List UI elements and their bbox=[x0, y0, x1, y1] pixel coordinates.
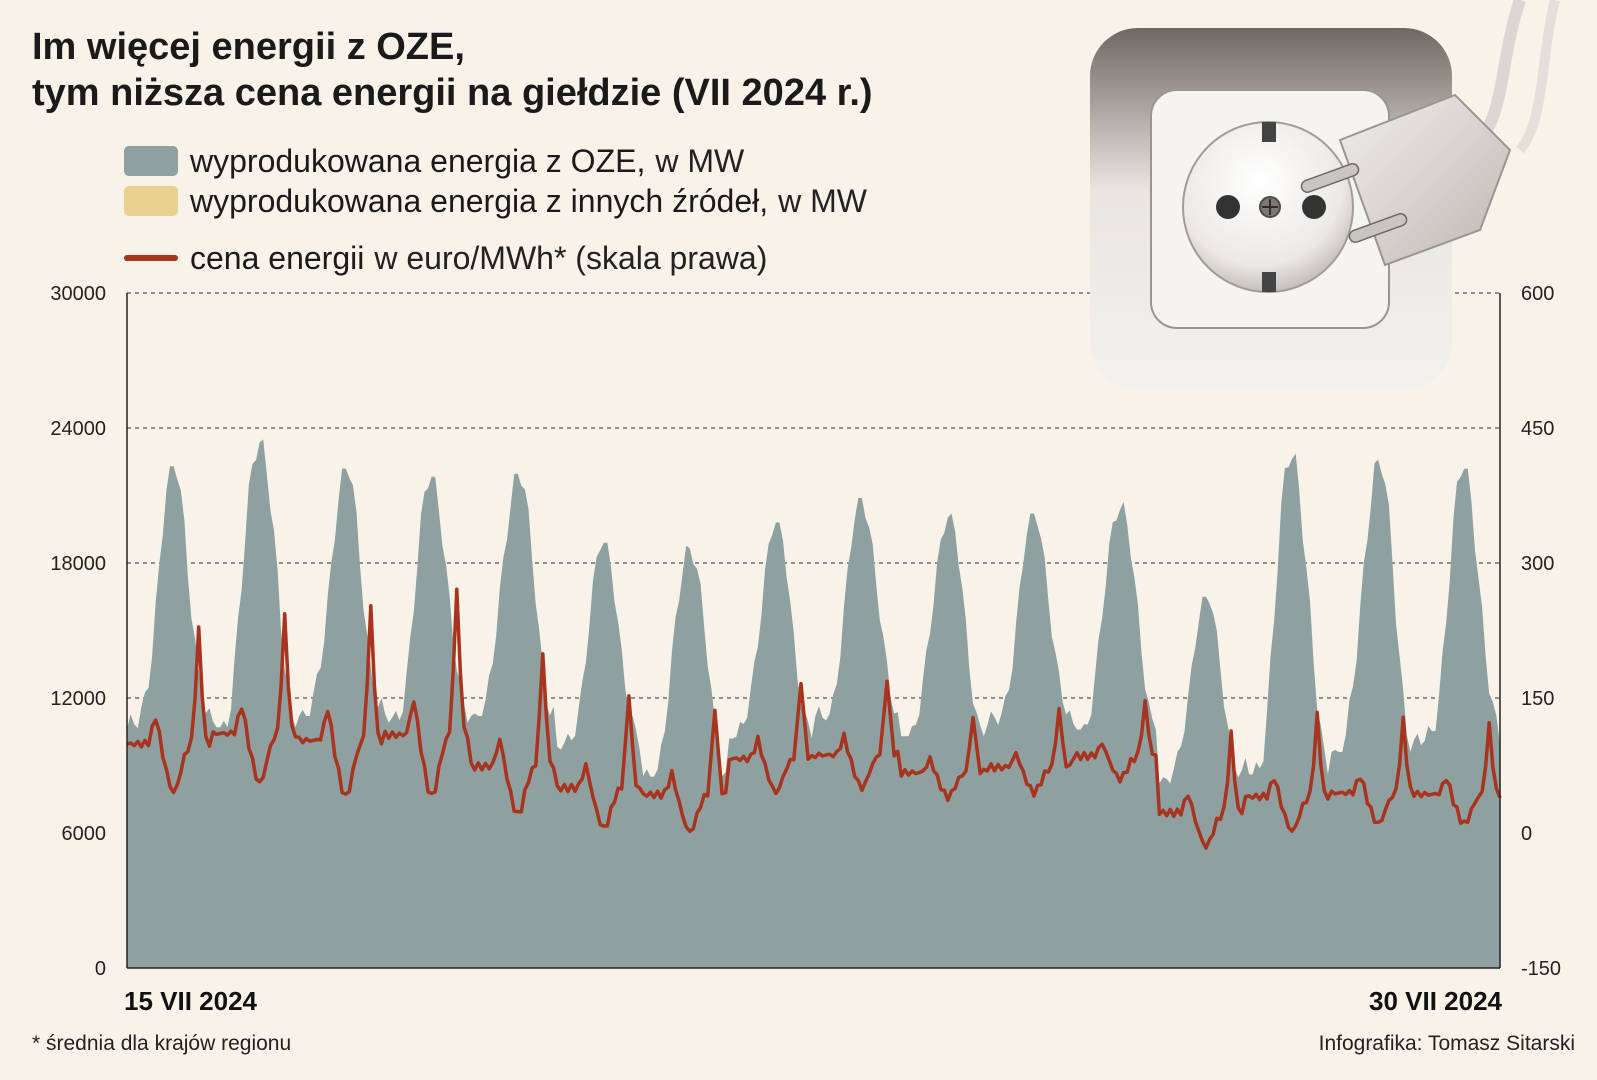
legend-item-renewables: wyprodukowana energia z OZE, w MW bbox=[124, 141, 744, 181]
legend-unit-renewables: w MW bbox=[655, 142, 745, 179]
title-line-2: tym niższa cena energii na giełdzie (VII… bbox=[32, 72, 873, 114]
area-renewables bbox=[127, 439, 1500, 968]
right-tick-label: 0 bbox=[1521, 823, 1532, 845]
price-line bbox=[126, 587, 1502, 850]
credit: Infografika: Tomasz Sitarski bbox=[1318, 1032, 1575, 1055]
axes bbox=[126, 293, 1501, 969]
left-tick-label: 0 bbox=[95, 958, 106, 980]
left-tick-label: 12000 bbox=[50, 688, 106, 710]
right-tick-label: 450 bbox=[1521, 418, 1554, 440]
right-axis-ticks: -150 0 150 300 450 600 bbox=[1521, 283, 1561, 980]
legend-swatch-other bbox=[124, 186, 178, 216]
power-socket-icon bbox=[1090, 0, 1560, 390]
legend-swatch-renewables bbox=[124, 146, 178, 176]
legend-unit-price: w euro/MWh* (skala prawa) bbox=[374, 239, 768, 276]
x-end-label: 30 VII 2024 bbox=[1369, 986, 1503, 1016]
left-tick-label: 6000 bbox=[62, 823, 107, 845]
left-tick-label: 30000 bbox=[50, 283, 106, 305]
legend-label-price: cena energii bbox=[190, 239, 365, 276]
x-start-label: 15 VII 2024 bbox=[124, 986, 258, 1016]
right-tick-label: -150 bbox=[1521, 958, 1561, 980]
title-line-1: Im więcej energii z OZE, bbox=[32, 26, 465, 68]
legend-swatch-price bbox=[124, 255, 178, 261]
page-title: Im więcej energii z OZE, tym niższa cena… bbox=[32, 24, 873, 116]
legend-item-price: cena energii w euro/MWh* (skala prawa) bbox=[124, 238, 767, 278]
legend-unit-other: w MW bbox=[778, 182, 867, 219]
right-tick-label: 300 bbox=[1521, 553, 1554, 575]
legend-item-other: wyprodukowana energia z innych źródeł, w… bbox=[124, 181, 867, 221]
left-tick-label: 24000 bbox=[50, 418, 106, 440]
left-axis-ticks: 0 6000 12000 18000 24000 30000 bbox=[50, 283, 106, 980]
right-tick-label: 600 bbox=[1521, 283, 1554, 305]
footnote: * średnia dla krajów regionu bbox=[32, 1032, 292, 1055]
legend-label-other: wyprodukowana energia z innych źródeł, bbox=[190, 182, 769, 219]
legend-label-renewables: wyprodukowana energia z OZE, bbox=[190, 142, 646, 179]
right-tick-label: 150 bbox=[1521, 688, 1554, 710]
left-tick-label: 18000 bbox=[50, 553, 106, 575]
